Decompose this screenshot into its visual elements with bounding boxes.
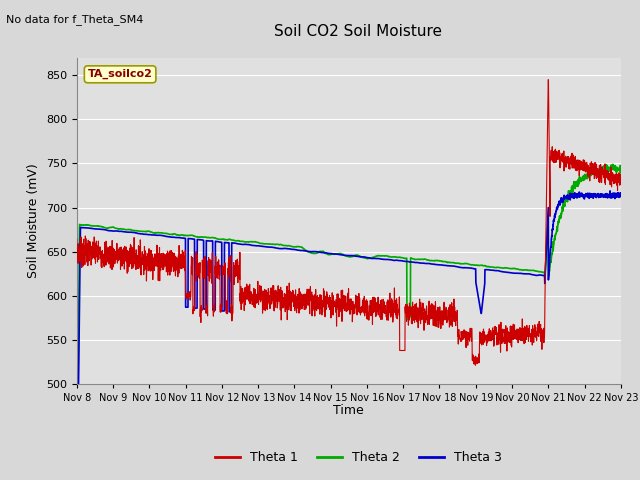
Theta 2 xyxy=(305,249,313,255)
Theta 3 xyxy=(167,234,175,240)
Theta 3 xyxy=(607,195,614,201)
Theta 3 xyxy=(606,188,614,194)
Legend: Theta 1, Theta 2, Theta 3: Theta 1, Theta 2, Theta 3 xyxy=(211,446,506,469)
Theta 1 xyxy=(548,154,556,159)
Theta 2 xyxy=(606,166,614,172)
Theta 2 xyxy=(548,253,556,259)
Theta 1 xyxy=(607,178,614,183)
Theta 3 xyxy=(305,249,313,254)
Text: TA_soilco2: TA_soilco2 xyxy=(88,69,152,80)
Theta 3 xyxy=(617,191,625,197)
Line: Theta 2: Theta 2 xyxy=(77,164,621,480)
Theta 1 xyxy=(135,265,143,271)
Theta 2 xyxy=(135,228,143,234)
Theta 1 xyxy=(73,236,81,242)
Text: No data for f_Theta_SM4: No data for f_Theta_SM4 xyxy=(6,14,144,25)
Line: Theta 1: Theta 1 xyxy=(77,80,621,365)
Theta 3 xyxy=(135,231,143,237)
Theta 1 xyxy=(282,296,289,302)
Line: Theta 3: Theta 3 xyxy=(77,191,621,480)
Theta 1 xyxy=(167,268,175,274)
Text: Soil CO2 Soil Moisture: Soil CO2 Soil Moisture xyxy=(275,24,442,39)
Theta 2 xyxy=(617,166,625,172)
Theta 2 xyxy=(609,161,617,167)
X-axis label: Time: Time xyxy=(333,405,364,418)
Theta 2 xyxy=(167,231,175,237)
Theta 3 xyxy=(548,236,556,242)
Theta 1 xyxy=(472,362,479,368)
Theta 2 xyxy=(282,242,289,248)
Theta 1 xyxy=(545,77,552,83)
Theta 1 xyxy=(305,286,313,292)
Theta 3 xyxy=(282,246,289,252)
Y-axis label: Soil Moisture (mV): Soil Moisture (mV) xyxy=(28,163,40,278)
Theta 1 xyxy=(617,177,625,182)
